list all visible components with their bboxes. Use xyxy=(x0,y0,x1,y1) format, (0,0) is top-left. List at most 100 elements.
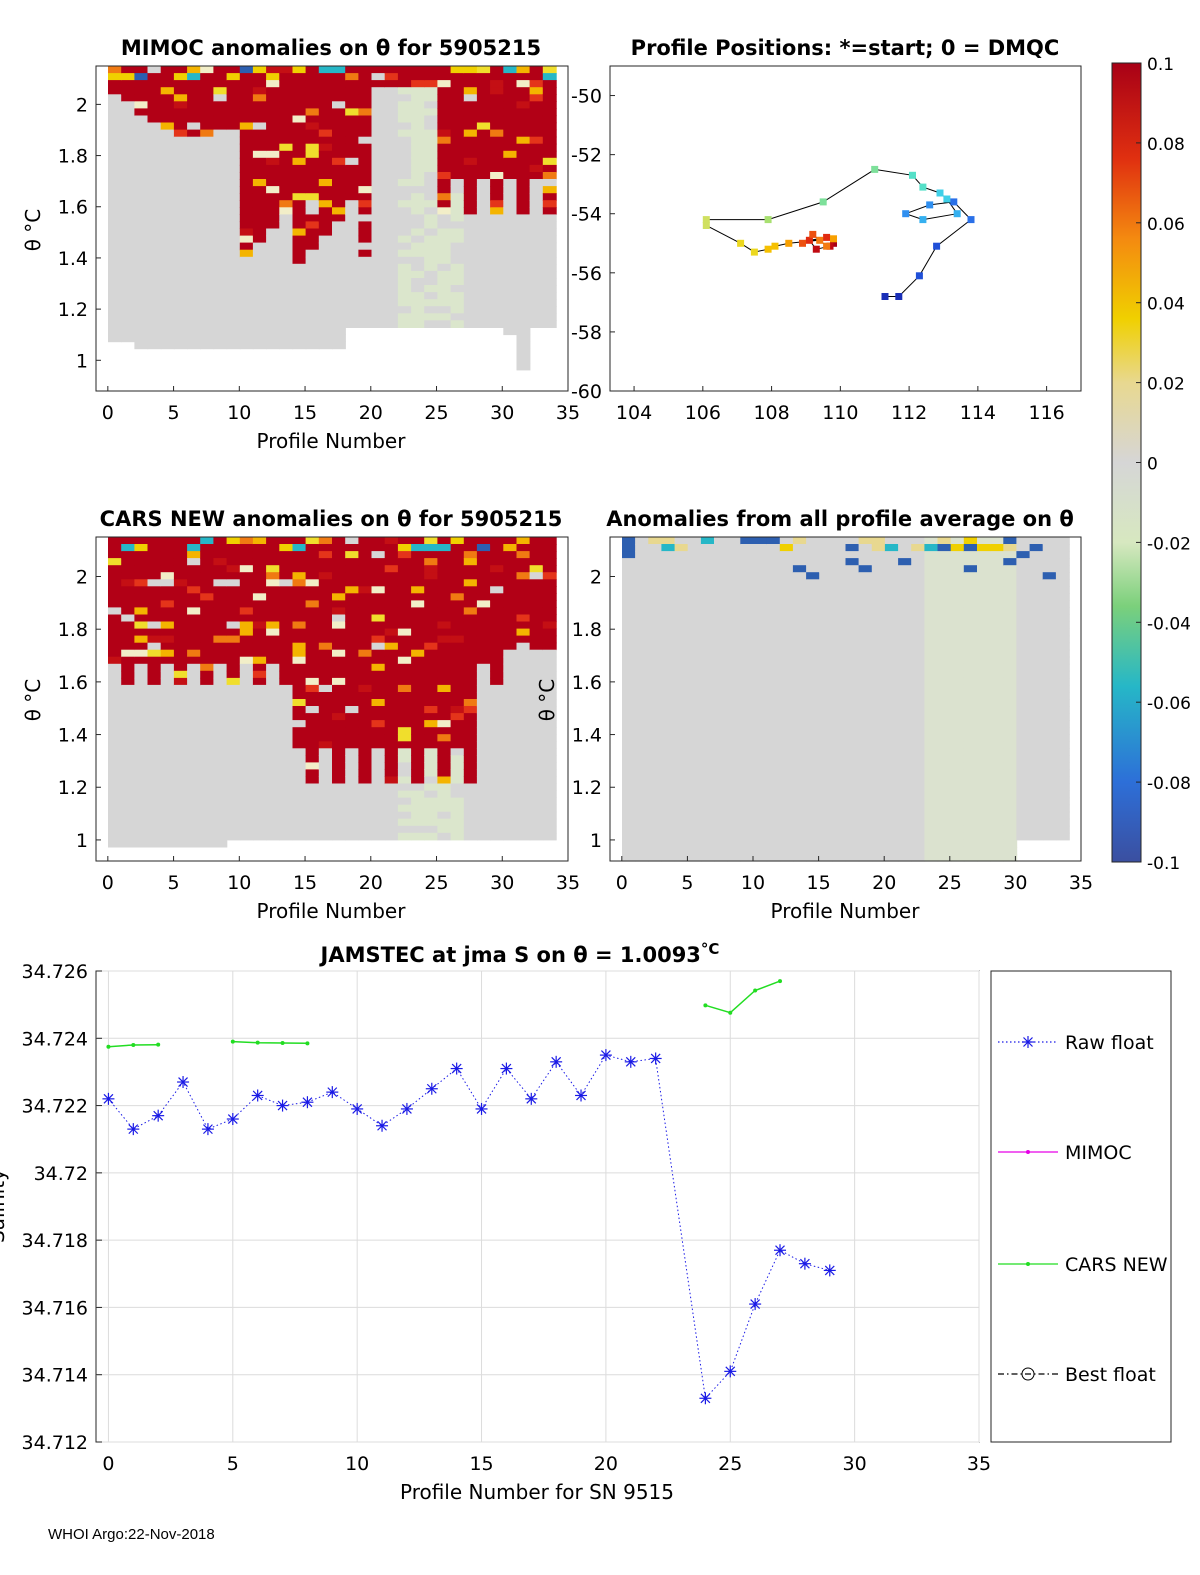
mimoc-cells-cell xyxy=(200,157,215,166)
mimoc-cells-cell xyxy=(490,122,504,131)
all-cells-cell xyxy=(990,699,1004,707)
mimoc-cells-cell xyxy=(252,193,267,201)
cars-cells-cell xyxy=(397,811,412,820)
cars-cells-cell xyxy=(463,755,478,763)
cars-cells-cell xyxy=(437,614,452,623)
all-cells-cell xyxy=(714,734,728,742)
all-cells-cell xyxy=(871,607,886,615)
all-cells-cell xyxy=(1016,663,1031,672)
cars-cells-cell xyxy=(490,734,504,742)
cars-cells-cell xyxy=(305,544,320,552)
all-cells-cell xyxy=(1016,677,1031,686)
mimoc-cells-cell xyxy=(516,207,531,215)
all-cells-cell xyxy=(687,783,702,792)
all-cells-cell xyxy=(753,621,768,630)
mimoc-cells-cell xyxy=(239,129,254,138)
all-cells-cell xyxy=(622,783,636,792)
all-cells-cell xyxy=(753,614,768,623)
cars-cells-cell xyxy=(476,572,491,580)
all-cells-cell xyxy=(727,670,742,679)
mimoc-cells-cell xyxy=(173,306,188,314)
mimoc-cells-cell xyxy=(213,129,228,138)
cars-cells-cell xyxy=(345,677,360,686)
mimoc-cells-cell xyxy=(358,214,373,223)
mimoc-cells-cell xyxy=(450,299,465,307)
mimoc-cells-cell xyxy=(503,122,518,131)
allprofile-ytick-label: 1 xyxy=(590,830,602,852)
cars-cells-cell xyxy=(358,797,373,806)
all-cells-cell xyxy=(924,663,939,672)
cars-cells-cell xyxy=(463,663,478,672)
mimoc-cells-cell xyxy=(516,136,531,145)
cars-cells-cell xyxy=(318,783,333,792)
mimoc-cells-cell xyxy=(292,327,307,336)
mimoc-cells-cell xyxy=(411,143,425,152)
mimoc-cells-cell xyxy=(279,66,294,74)
all-cells-cell xyxy=(911,551,926,559)
all-cells-cell xyxy=(714,713,728,721)
mimoc-cells-cell xyxy=(108,136,122,145)
all-cells-cell xyxy=(819,579,834,587)
cars-cells-cell xyxy=(542,825,557,834)
all-cells-cell xyxy=(700,551,715,559)
mimoc-cells-cell xyxy=(173,94,188,102)
all-cells-cell xyxy=(950,741,965,749)
cars-cells-cell xyxy=(332,755,346,763)
mimoc-cells-cell xyxy=(266,306,280,314)
mimoc-cells-cell xyxy=(503,80,518,88)
all-cells-cell xyxy=(700,593,715,601)
mimoc-cells-cell xyxy=(384,214,399,223)
cars-cells-cell xyxy=(173,537,188,545)
mimoc-cells-cell xyxy=(424,278,439,286)
mimoc-cells-cell xyxy=(187,200,201,208)
mimoc-cells-cell xyxy=(332,256,346,265)
all-cells-cell xyxy=(937,811,952,820)
all-cells-cell xyxy=(963,790,978,799)
mimoc-cells-cell xyxy=(503,270,518,279)
cars-cells-cell xyxy=(147,804,162,813)
all-cells-cell xyxy=(806,818,820,827)
cars-cells-cell xyxy=(503,692,518,700)
all-cells-cell xyxy=(635,769,649,777)
all-cells-cell xyxy=(687,635,702,644)
mimoc-cells-cell xyxy=(397,263,412,272)
all-cells-cell xyxy=(792,593,807,601)
mimoc-cells-cell xyxy=(411,129,425,138)
mimoc-cells-cell xyxy=(160,136,175,145)
mimoc-cells-cell xyxy=(503,299,518,307)
mimoc-cells-cell xyxy=(305,143,320,152)
mimoc-cells-cell xyxy=(529,285,544,293)
cars-cells-cell xyxy=(187,586,201,594)
mimoc-cells-cell xyxy=(292,256,307,265)
all-cells-cell xyxy=(1029,642,1044,651)
all-cells-cell xyxy=(1042,551,1057,559)
mimoc-cells-cell xyxy=(542,299,557,307)
mimoc-cells-cell xyxy=(424,193,439,201)
all-cells-cell xyxy=(1055,677,1070,686)
all-cells-cell xyxy=(766,579,781,587)
all-cells-cell xyxy=(898,797,912,806)
all-cells-cell xyxy=(990,635,1004,644)
mimoc-cells-cell xyxy=(200,256,215,265)
all-cells-cell xyxy=(1003,713,1018,721)
all-cells-cell xyxy=(977,684,991,693)
mimoc-cells-cell xyxy=(384,242,399,251)
all-cells-cell xyxy=(753,790,768,799)
all-cells-cell xyxy=(622,579,636,587)
mimoc-ytick-label: 1.6 xyxy=(58,197,88,219)
mimoc-cells-cell xyxy=(108,164,122,173)
all-cells-cell xyxy=(884,832,899,841)
cars-cells-cell xyxy=(266,621,280,630)
mimoc-cells-cell xyxy=(305,221,320,230)
all-cells-cell xyxy=(779,642,794,651)
all-cells-cell xyxy=(937,649,952,658)
mimoc-cells-cell xyxy=(173,122,188,131)
cars-cells-cell xyxy=(345,748,360,756)
all-cells-cell xyxy=(648,727,663,735)
all-cells-cell xyxy=(937,854,952,862)
cars-cells-cell xyxy=(542,537,557,545)
cars-ytick-label: 1.4 xyxy=(58,725,88,747)
all-cells-cell xyxy=(937,776,952,785)
cars-cells-cell xyxy=(424,656,439,665)
